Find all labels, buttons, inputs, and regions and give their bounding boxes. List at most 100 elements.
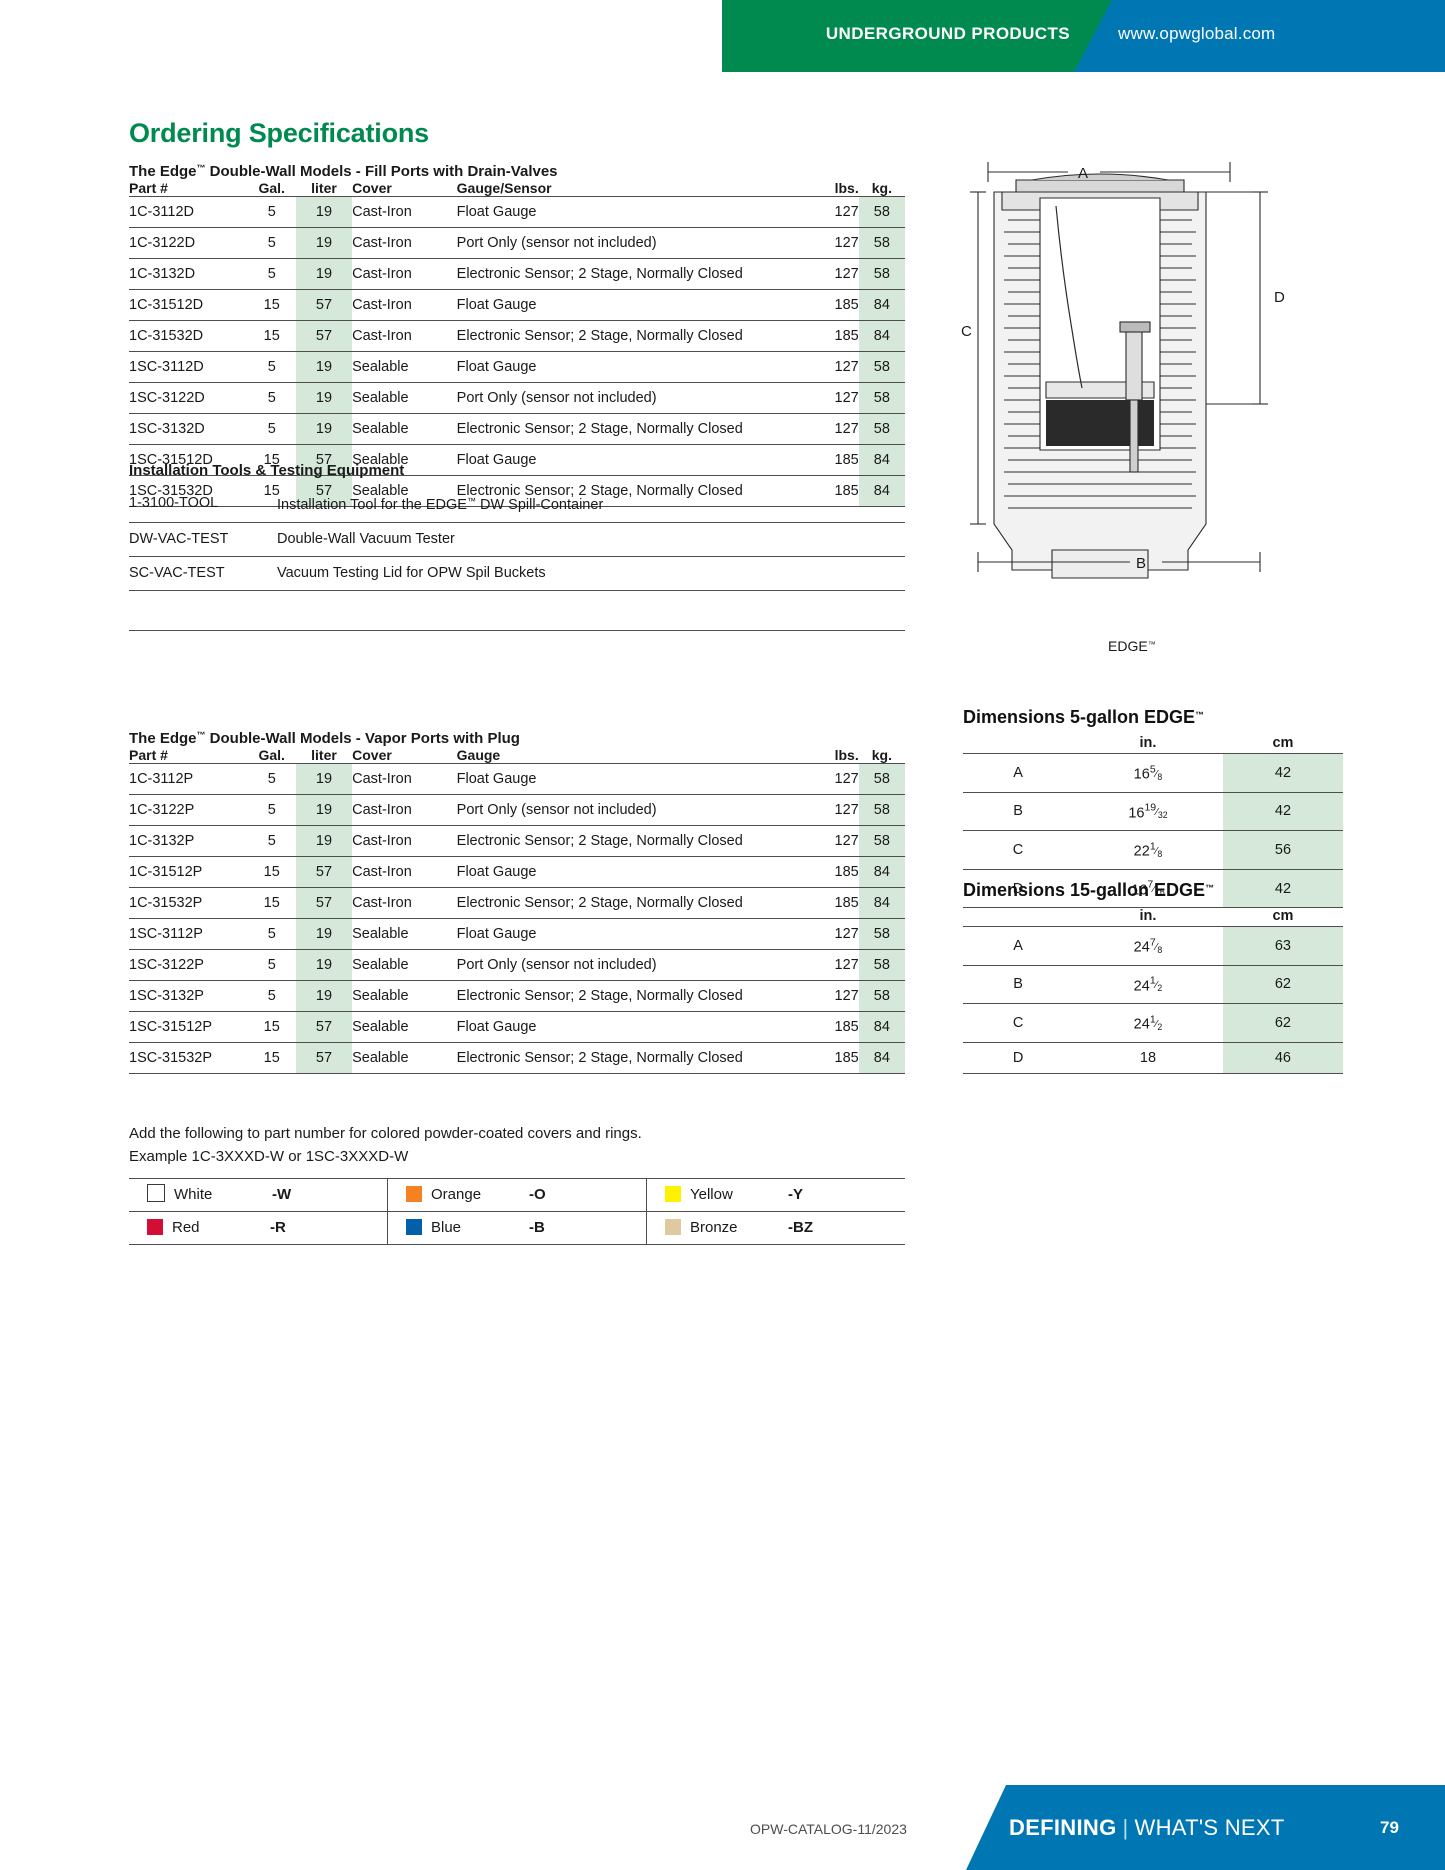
- dimensions-5gal-heading: Dimensions 5-gallon EDGE™: [963, 707, 1204, 728]
- cell-gallons: 5: [247, 980, 296, 1012]
- cell-cover: Sealable: [352, 980, 457, 1012]
- cell-gauge: Float Gauge: [456, 918, 807, 950]
- dimension-row: C 221⁄8 56: [963, 830, 1343, 870]
- cell-lbs: 127: [806, 763, 859, 795]
- col-header-kg: kg.: [858, 747, 905, 764]
- table-vapor-header-row: Part # Gal. liter Cover Gauge lbs. kg.: [129, 747, 905, 764]
- cell-liters: 19: [295, 949, 353, 981]
- cell-kg: 58: [858, 918, 905, 950]
- cell-gallons: 5: [247, 825, 296, 857]
- cell-dimension-letter: A: [963, 753, 1074, 793]
- cell-tool-description: Installation Tool for the EDGE™ DW Spill…: [277, 485, 905, 523]
- cell-gallons: 15: [247, 444, 296, 476]
- table-fill-section-title: The Edge™ Double-Wall Models - Fill Port…: [129, 163, 905, 180]
- cell-gallons: 15: [247, 887, 296, 919]
- cell-part-number: 1C-3122D: [129, 227, 248, 259]
- cell-part-number: 1C-31532P: [129, 887, 248, 919]
- cell-cover: Sealable: [352, 382, 457, 414]
- drawing-caption-text: EDGE: [1108, 638, 1148, 654]
- cell-lbs: 127: [806, 227, 859, 259]
- cell-dimension-letter: D: [963, 869, 1074, 909]
- cell-kg: 58: [858, 980, 905, 1012]
- cell-cover: Cast-Iron: [352, 763, 457, 795]
- color-option-yellow: Yellow -Y: [646, 1178, 905, 1212]
- col-header-gal: Gal.: [247, 180, 296, 197]
- cell-dimension-inches: 18: [1073, 1042, 1223, 1074]
- color-row: White -W Orange -O Yellow -Y: [129, 1178, 905, 1212]
- trademark-icon: ™: [196, 730, 206, 740]
- color-option-red: Red -R: [129, 1211, 388, 1245]
- cell-kg: 84: [858, 1042, 905, 1074]
- table-installation-tools: Installation Tools & Testing Equipment 1…: [129, 462, 905, 631]
- drawing-caption: EDGE™: [1108, 638, 1156, 654]
- trademark-icon: ™: [1147, 640, 1156, 649]
- table-row: 1SC-31512D 15 57 Sealable Float Gauge 185 84: [129, 444, 905, 476]
- cell-liters: 57: [295, 1011, 353, 1043]
- cell-gauge: Port Only (sensor not included): [456, 794, 807, 826]
- cell-liters: 57: [295, 887, 353, 919]
- cell-liters: 19: [295, 794, 353, 826]
- cell-dimension-inches: 165⁄8: [1073, 753, 1223, 793]
- cell-gauge: Port Only (sensor not included): [456, 949, 807, 981]
- cell-dimension-inches: 167⁄16: [1073, 869, 1223, 909]
- col-header-lbs: lbs.: [806, 180, 859, 197]
- cell-cover: Cast-Iron: [352, 227, 457, 259]
- tool-desc-suffix: DW Spill-Container: [475, 497, 604, 513]
- color-name-label: Blue: [431, 1219, 462, 1236]
- dimension-row: D 18 46: [963, 1042, 1343, 1074]
- color-options-note: Add the following to part number for col…: [129, 1122, 642, 1168]
- cell-lbs: 127: [806, 949, 859, 981]
- cell-lbs: 185: [806, 856, 859, 888]
- cell-part-number: 1SC-3132P: [129, 980, 248, 1012]
- inches-whole: 24: [1133, 978, 1150, 995]
- cell-part-number: 1SC-3112P: [129, 918, 248, 950]
- color-suffix-code: -R: [270, 1219, 286, 1236]
- cell-liters: 19: [295, 980, 353, 1012]
- cell-liters: 19: [295, 825, 353, 857]
- cell-gauge: Float Gauge: [456, 289, 807, 321]
- cell-lbs: 127: [806, 794, 859, 826]
- table-row: 1SC-3122D 5 19 Sealable Port Only (sensor no…: [129, 382, 905, 414]
- col-header-liter: liter: [295, 747, 353, 764]
- cell-gallons: 15: [247, 289, 296, 321]
- dimensions-5gal-heading-text: Dimensions 5-gallon EDGE: [963, 707, 1196, 727]
- cell-lbs: 127: [806, 413, 859, 445]
- header-blue-band: [1074, 0, 1445, 72]
- color-suffix-code: -W: [272, 1186, 292, 1203]
- cell-gallons: 15: [247, 1011, 296, 1043]
- trademark-icon: ™: [466, 496, 476, 506]
- section-title-suffix: Double-Wall Models - Fill Ports with Dra…: [205, 163, 558, 180]
- cell-gauge: Electronic Sensor; 2 Stage, Normally Clo…: [456, 258, 807, 290]
- cell-lbs: 185: [806, 289, 859, 321]
- cell-kg: 58: [858, 949, 905, 981]
- table-row: SC-VAC-TEST Vacuum Testing Lid for OPW Sp…: [129, 556, 905, 591]
- table-fill-header-row: Part # Gal. liter Cover Gauge/Sensor lbs…: [129, 180, 905, 197]
- cell-gauge: Float Gauge: [456, 856, 807, 888]
- footer-tagline-light: WHAT'S NEXT: [1134, 1815, 1285, 1840]
- table-row: 1C-31512D 15 57 Cast-Iron Float Gauge 185 84: [129, 289, 905, 321]
- cell-part-number: 1C-3132P: [129, 825, 248, 857]
- col-header-part: Part #: [129, 747, 248, 764]
- cell-kg: 84: [858, 856, 905, 888]
- cell-cover: Cast-Iron: [352, 887, 457, 919]
- dim5-col-header-in: in.: [1073, 734, 1223, 754]
- inches-fraction: 7⁄16: [1147, 878, 1165, 898]
- cell-lbs: 185: [806, 1042, 859, 1074]
- trademark-icon: ™: [1205, 883, 1215, 893]
- cell-cover: Cast-Iron: [352, 856, 457, 888]
- cell-lbs: 127: [806, 980, 859, 1012]
- cell-cover: Cast-Iron: [352, 196, 457, 228]
- dim15-col-header-letter: [963, 907, 1074, 927]
- cell-dimension-cm: 63: [1222, 926, 1343, 966]
- drawing-label-c: C: [961, 323, 972, 340]
- table-row: 1-3100-TOOL Installation Tool for the EDG…: [129, 485, 905, 523]
- header-website-link[interactable]: www.opwglobal.com: [1118, 24, 1276, 43]
- cell-kg: 58: [858, 351, 905, 383]
- cell-part-number: 1C-31512D: [129, 289, 248, 321]
- cell-lbs: 127: [806, 382, 859, 414]
- col-header-cover: Cover: [352, 180, 457, 197]
- cell-dimension-cm: 42: [1222, 869, 1343, 909]
- cell-dimension-cm: 46: [1222, 1042, 1343, 1074]
- col-header-part: Part #: [129, 180, 248, 197]
- cell-gauge: Port Only (sensor not included): [456, 227, 807, 259]
